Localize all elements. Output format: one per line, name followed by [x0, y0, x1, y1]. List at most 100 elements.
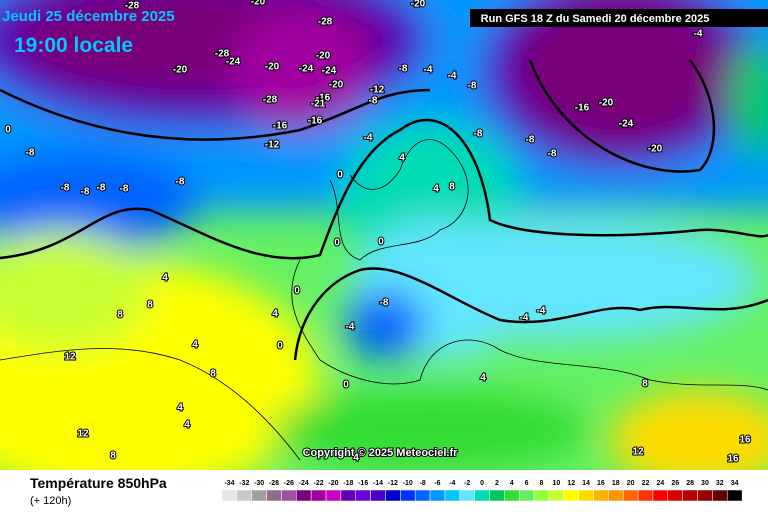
contour-label: -16: [273, 121, 288, 132]
contour-label: -20: [599, 98, 614, 109]
contour-label: -4: [448, 71, 457, 82]
scale-label: -8: [419, 480, 425, 487]
scale-label: -14: [373, 480, 383, 487]
contour-label: -24: [322, 66, 337, 77]
contour-label: -20: [251, 0, 266, 8]
scale-swatch: [593, 489, 609, 502]
contour-label: -8: [369, 96, 378, 107]
scale-label: -26: [284, 480, 294, 487]
scale-swatch: [474, 489, 490, 502]
contour-label: -8: [176, 177, 185, 188]
contour-label: -28: [215, 49, 230, 60]
scale-label: -30: [254, 480, 264, 487]
contour-label: 4: [272, 309, 278, 320]
scale-swatch: [355, 489, 371, 502]
scale-swatch: [504, 489, 520, 502]
scale-swatch: [578, 489, 594, 502]
contour-label: -8: [26, 148, 35, 159]
scale-label: -16: [358, 480, 368, 487]
contour-label: -8: [120, 184, 129, 195]
scale-swatch: [667, 489, 683, 502]
scale-swatch: [221, 489, 238, 502]
scale-label: 6: [525, 480, 529, 487]
contour-label: -16: [316, 93, 331, 104]
contour-label: 4: [184, 420, 190, 431]
contour-label: -20: [648, 144, 663, 155]
contour-label: 4: [192, 340, 198, 351]
field-title: Température 850hPa: [30, 475, 167, 491]
contour-label: 12: [64, 352, 76, 363]
scale-label: 10: [552, 480, 560, 487]
scale-swatch: [563, 489, 579, 502]
color-scale: -34 -32 -30 -28 -26 -24 -22 -20 -18 -16 -14 -12 -10-…: [221, 480, 743, 502]
contour-label: 8: [147, 300, 153, 311]
scale-label: 12: [567, 480, 575, 487]
scale-swatch: [429, 489, 446, 502]
contour-label: 4: [177, 403, 183, 414]
contour-label: -16: [575, 103, 590, 114]
contour-label: 8: [642, 379, 648, 390]
scale-swatch: [296, 489, 312, 502]
contour-label: -8: [526, 135, 535, 146]
scale-label: 14: [582, 480, 590, 487]
contour-label: 4: [480, 373, 486, 384]
scale-swatch: [726, 489, 743, 502]
contour-label: 0: [334, 238, 340, 249]
contour-label: -8: [61, 183, 70, 194]
scale-label: -32: [239, 480, 249, 487]
contour-label: 16: [727, 454, 739, 465]
scale-label: 8: [540, 480, 544, 487]
contour-label: 8: [110, 451, 116, 462]
scale-swatch: [622, 489, 639, 502]
scale-label: 4: [510, 480, 514, 487]
scale-label: -20: [328, 480, 338, 487]
contour-label: -4: [537, 306, 546, 317]
scale-label: 18: [612, 480, 620, 487]
scale-swatch: [533, 489, 550, 502]
scale-swatch: [682, 489, 698, 502]
contour-label: 8: [210, 369, 216, 380]
scale-swatch: [251, 489, 267, 502]
scale-label: 30: [701, 480, 709, 487]
contour-label: -4: [364, 133, 373, 144]
scale-swatch: [281, 489, 297, 502]
scale-label: 34: [731, 480, 739, 487]
contour-label: -20: [173, 65, 188, 76]
contour-label: -8: [468, 81, 477, 92]
scale-swatch: [266, 489, 282, 502]
scale-swatch: [385, 489, 401, 502]
scale-swatch: [414, 489, 431, 502]
scale-label: -18: [343, 480, 353, 487]
contour-label: -4: [520, 313, 529, 324]
scale-swatch: [444, 489, 461, 502]
contour-label: 0: [343, 380, 349, 391]
scale-label: 0: [480, 480, 484, 487]
scale-swatch: [489, 489, 505, 502]
scale-label: -6: [434, 480, 440, 487]
contour-label: -20: [329, 80, 344, 91]
scale-label: 26: [671, 480, 679, 487]
scale-swatch: [518, 489, 535, 502]
contour-label: 16: [739, 435, 751, 446]
contour-label: -8: [97, 183, 106, 194]
contour-label: 4: [162, 273, 168, 284]
temperature-field: [0, 0, 768, 470]
contour-label: 0: [337, 170, 343, 181]
contour-label: -20: [265, 62, 280, 73]
run-info: Run GFS 18 Z du Samedi 20 décembre 2025: [481, 13, 710, 25]
scale-label: 16: [597, 480, 605, 487]
contour-label: -8: [474, 129, 483, 140]
contour-label: 8: [449, 182, 455, 193]
contour-label: 0: [378, 237, 384, 248]
scale-swatch: [400, 489, 416, 502]
contour-labels: -28-28-28-24-20 -20-20-24 -24-20-28 -16-21-…: [4, 0, 752, 466]
scale-label: -2: [464, 480, 470, 487]
contour-label: -24: [226, 57, 241, 68]
scale-swatch: [652, 489, 669, 502]
scale-label: -22: [314, 480, 324, 487]
contour-label: -20: [411, 0, 426, 10]
run-banner: [470, 9, 768, 27]
contour-label: -4: [694, 29, 703, 40]
scale-swatch: [340, 489, 356, 502]
